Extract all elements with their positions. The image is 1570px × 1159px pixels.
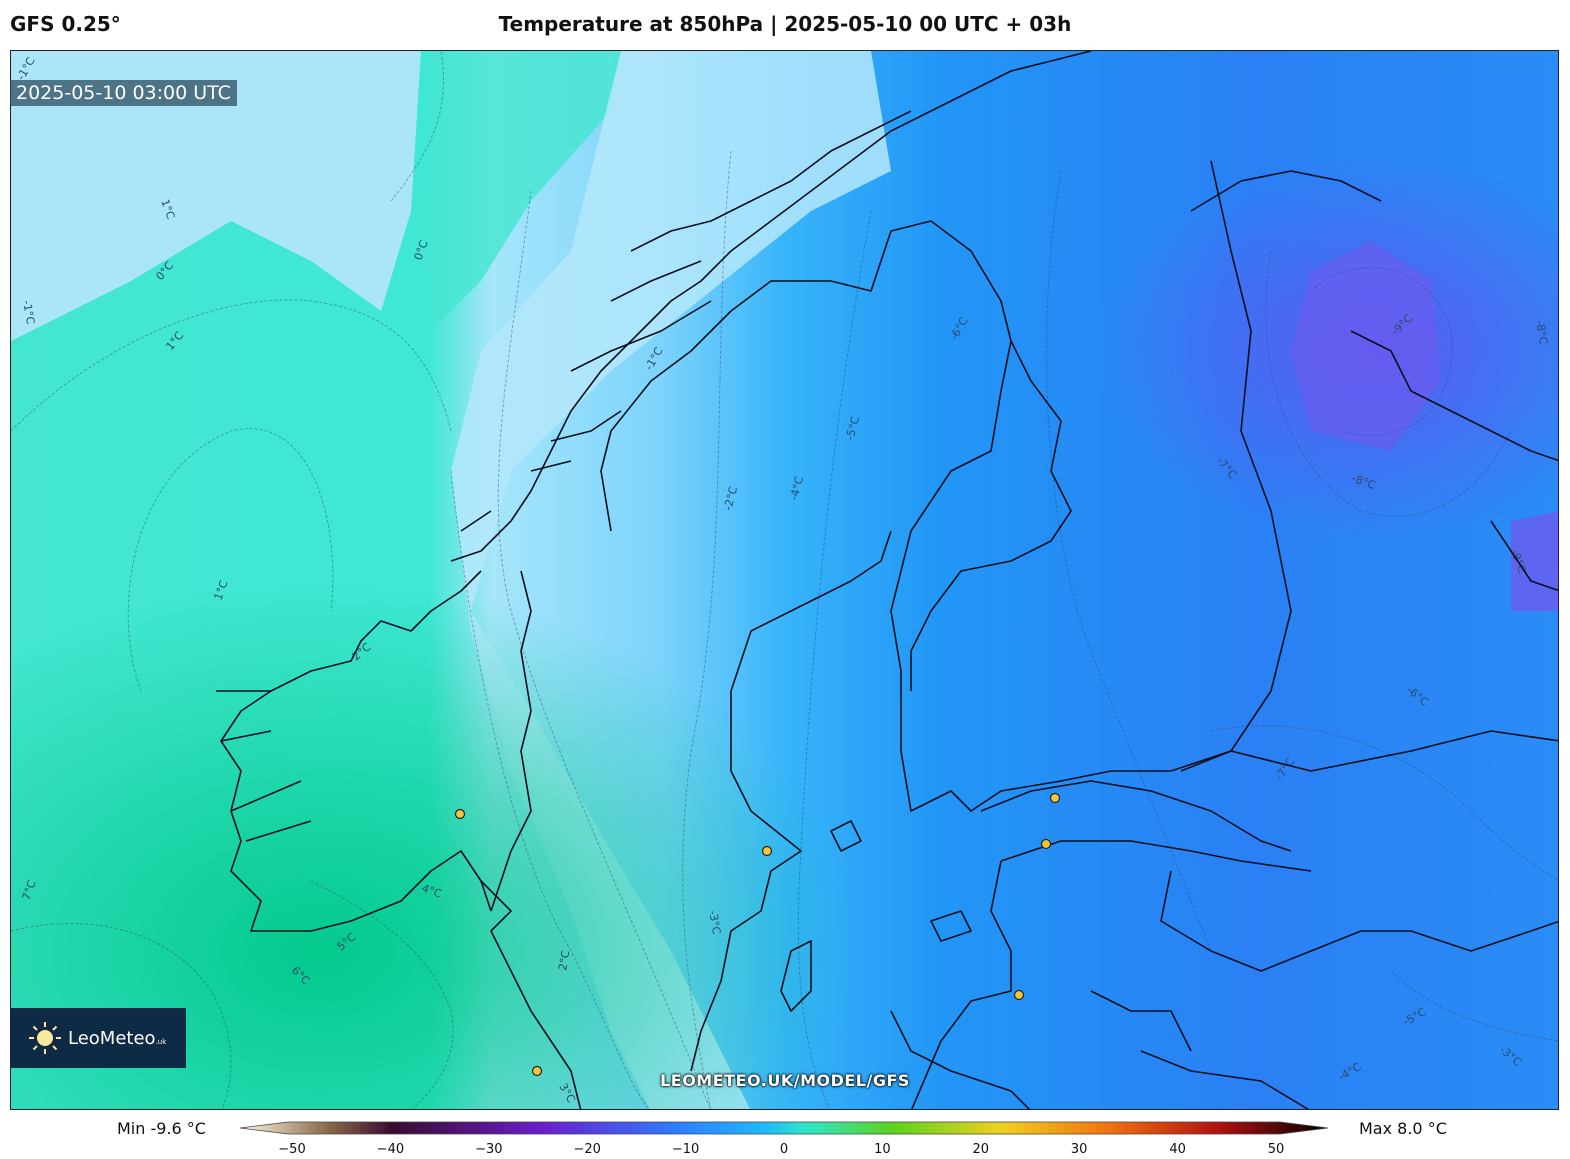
cold-core-ne: [11, 51, 1558, 1109]
colorbar-tick-label: 10: [874, 1142, 891, 1157]
chart-title: Temperature at 850hPa | 2025-05-10 00 UT…: [498, 12, 1072, 36]
logo-tld: .uk: [155, 1037, 167, 1046]
colorbar-tick-label: −10: [671, 1142, 700, 1157]
colorbar-ramp: [240, 1121, 1329, 1135]
sun-icon: [29, 1022, 61, 1054]
colorbar-tick-label: −50: [278, 1142, 306, 1157]
contour-label: -3°C: [706, 909, 723, 935]
logo-brand: LeoMeteo: [68, 1027, 156, 1049]
city-marker[interactable]: [1013, 989, 1025, 1001]
city-marker[interactable]: [1049, 792, 1061, 804]
model-name: GFS 0.25°: [10, 12, 121, 36]
colorbar-tick-label: 30: [1070, 1142, 1088, 1157]
valid-time-badge: 2025-05-10 03:00 UTC: [10, 80, 237, 106]
city-marker[interactable]: [1040, 838, 1052, 850]
max-value-label: Max 8.0 °C: [1359, 1119, 1447, 1138]
colorbar-tick-label: −20: [573, 1142, 601, 1157]
contour-label: -2°C: [721, 485, 740, 512]
min-value-label: Min -9.6 °C: [117, 1119, 206, 1138]
colorbar-tick-label: −30: [475, 1142, 503, 1157]
colorbar: [240, 1121, 1329, 1135]
city-marker[interactable]: [761, 845, 773, 857]
contour-label: 2°C: [556, 949, 572, 971]
contour-label: -1°C: [20, 299, 37, 325]
contour-label: -8°C: [1533, 319, 1550, 345]
contour-label: -5°C: [843, 415, 862, 442]
coastlines: [216, 51, 1558, 1109]
colorbar-tick-label: 20: [972, 1142, 990, 1157]
cold-core-inner: [1291, 241, 1441, 451]
logo-text: LeoMeteo.uk: [68, 1028, 166, 1049]
colorbar-tick-label: 50: [1267, 1142, 1285, 1157]
city-marker[interactable]: [454, 808, 466, 820]
colorbar-tick-label: 40: [1169, 1142, 1186, 1157]
isotherm-lines: [11, 51, 1558, 1109]
leometeo-logo[interactable]: LeoMeteo.uk: [10, 1008, 186, 1068]
temperature-map[interactable]: -1°C 0°C 1°C -1°C 0°C 1°C 1°C 2°C 2°C 3°…: [10, 50, 1559, 1110]
map-svg: -1°C 0°C 1°C -1°C 0°C 1°C 1°C 2°C 2°C 3°…: [11, 51, 1558, 1109]
colorbar-tick-label: 0: [779, 1142, 789, 1157]
contour-label: -4°C: [787, 475, 806, 502]
city-marker[interactable]: [531, 1065, 543, 1077]
colorbar-tick-label: −40: [376, 1142, 405, 1157]
source-watermark[interactable]: LEOMETEO.UK/MODEL/GFS: [660, 1071, 910, 1090]
city-markers: [454, 792, 1061, 1077]
